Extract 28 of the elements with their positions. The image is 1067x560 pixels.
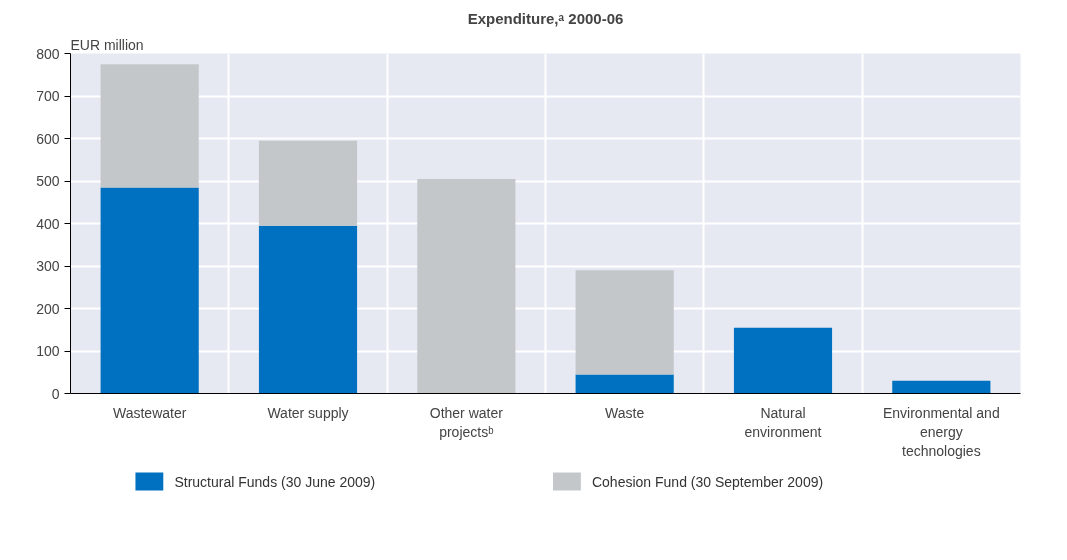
- bar: [100, 64, 199, 188]
- y-tick-label: 200: [36, 300, 60, 317]
- y-tick-label: 700: [36, 88, 60, 104]
- x-tick-label: Natural environment: [744, 404, 822, 440]
- bar: [733, 327, 833, 394]
- y-tick-label: 0: [51, 385, 60, 402]
- bar: [892, 380, 991, 394]
- y-tick-label: 100: [36, 343, 60, 359]
- y-tick-label: 300: [36, 258, 60, 274]
- y-tick-label: 500: [36, 173, 60, 189]
- x-tick-label: Environmental and energy technologies: [882, 404, 1000, 459]
- y-tick-label: 800: [36, 45, 60, 62]
- x-tick-label: Waste: [605, 404, 645, 421]
- x-tick-label: Other water projectsᵇ: [429, 404, 504, 440]
- bar: [417, 178, 516, 394]
- bar: [575, 374, 674, 394]
- legend-label: Structural Funds (30 June 2009): [174, 473, 376, 490]
- bar: [258, 225, 358, 394]
- y-axis-title: EUR million: [70, 36, 144, 53]
- x-tick-label: Wastewater: [112, 404, 187, 421]
- chart-title: Expenditure,ᵃ 2000-06: [467, 9, 624, 27]
- legend-label: Cohesion Fund (30 September 2009): [591, 473, 824, 490]
- y-tick-label: 600: [36, 130, 60, 147]
- y-tick-label: 400: [36, 215, 60, 232]
- x-tick-label: Water supply: [267, 404, 349, 421]
- bar: [575, 270, 674, 375]
- bar: [100, 187, 199, 394]
- bar: [258, 140, 358, 226]
